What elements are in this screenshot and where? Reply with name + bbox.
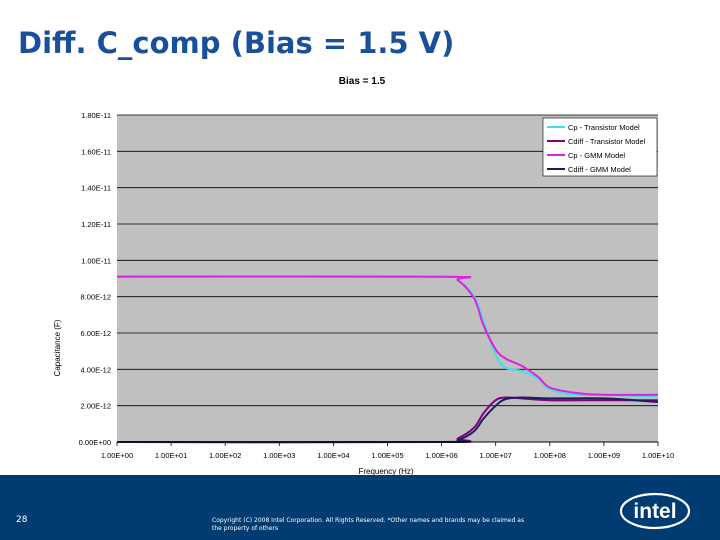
x-tick-labels: 1.00E+00 1.00E+01 1.00E+02 1.00E+03 1.00E+04… (101, 442, 674, 460)
capacitance-chart: Bias = 1.5 0.00E+00 2.00E-12 4.00E-12 6.00E… (53, 76, 674, 475)
legend-entry: Cp - Transistor Model (568, 123, 640, 132)
y-tick-label: 2.00E-12 (81, 402, 111, 411)
legend-entry: Cdiff - GMM Model (568, 165, 631, 174)
x-tick-label: 1.00E+02 (209, 451, 241, 460)
y-tick-label: 1.80E-11 (81, 111, 111, 120)
legend: Cp - Transistor Model Cdiff - Transistor … (542, 117, 658, 177)
y-tick-label: 1.00E-11 (81, 256, 111, 265)
footer-bar: 28 Copyright (C) 2008 Intel Corporation.… (0, 475, 720, 540)
x-tick-label: 1.00E+10 (642, 451, 674, 460)
slide-title: Diff. C_comp (Bias = 1.5 V) (18, 26, 455, 60)
x-tick-label: 1.00E+06 (425, 451, 457, 460)
x-tick-label: 1.00E+00 (101, 451, 133, 460)
page-number: 28 (16, 515, 28, 525)
chart-area: Bias = 1.5 0.00E+00 2.00E-12 4.00E-12 6.00E… (0, 70, 720, 475)
x-tick-label: 1.00E+05 (371, 451, 403, 460)
legend-entry: Cp - GMM Model (568, 151, 625, 160)
copyright-notice: Copyright (C) 2008 Intel Corporation. Al… (212, 517, 525, 532)
y-tick-label: 1.20E-11 (81, 220, 111, 229)
x-tick-label: 1.00E+01 (155, 451, 187, 460)
legend-entry: Cdiff - Transistor Model (568, 137, 646, 146)
y-tick-label: 1.60E-11 (81, 147, 111, 156)
intel-logo-icon: intel (619, 492, 691, 530)
x-tick-label: 1.00E+08 (534, 451, 566, 460)
y-tick-label: 8.00E-12 (81, 293, 111, 302)
x-tick-label: 1.00E+07 (480, 451, 512, 460)
logo-text: intel (633, 500, 676, 523)
y-tick-label: 6.00E-12 (81, 329, 111, 338)
x-tick-label: 1.00E+03 (263, 451, 295, 460)
x-axis-label: Frequency (Hz) (358, 467, 413, 475)
y-tick-label: 4.00E-12 (81, 365, 111, 374)
y-axis-label: Capacitance (F) (53, 319, 62, 376)
x-tick-label: 1.00E+04 (317, 451, 349, 460)
gridlines (117, 114, 658, 407)
series-line-3 (116, 275, 659, 396)
y-tick-label: 1.40E-11 (81, 184, 111, 193)
y-tick-labels: 0.00E+00 2.00E-12 4.00E-12 6.00E-12 8.00E-12… (79, 111, 111, 447)
chart-title: Bias = 1.5 (339, 76, 386, 87)
y-tick-label: 0.00E+00 (79, 438, 111, 447)
x-tick-label: 1.00E+09 (588, 451, 620, 460)
